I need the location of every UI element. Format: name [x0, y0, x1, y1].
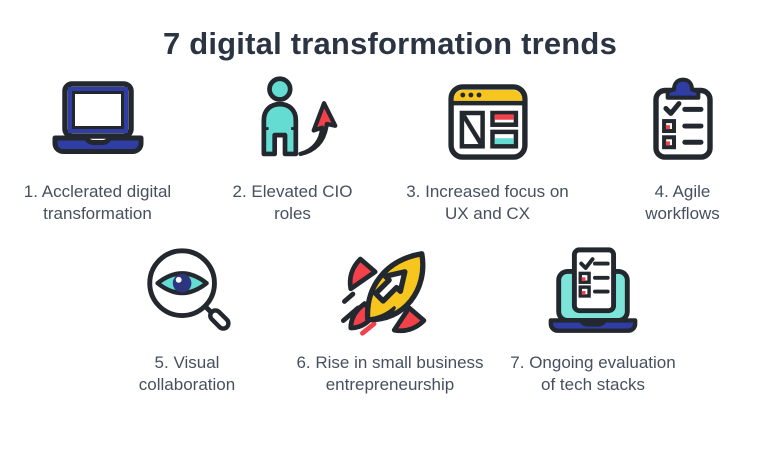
- trend-label-4: 4. Agile workflows: [645, 182, 720, 224]
- rocket-icon: [337, 243, 443, 343]
- trend-item-5: 5. Visual collaboration: [86, 243, 289, 396]
- trend-item-4: 4. Agile workflows: [585, 72, 780, 225]
- person-growth-arrow-icon: [246, 72, 340, 172]
- browser-wireframe-icon: [443, 72, 533, 172]
- trend-label-6: 6. Rise in small business entrepreneursh…: [296, 353, 484, 395]
- trends-row-bottom: 5. Visual collaboration 6. Rise in small…: [86, 243, 695, 396]
- trend-label-3: 3. Increased focus on UX and CX: [406, 182, 569, 224]
- trend-item-7: 7. Ongoing evaluation of tech stacks: [492, 243, 695, 396]
- clipboard-checklist-icon: [638, 72, 728, 172]
- trend-label-7: 7. Ongoing evaluation of tech stacks: [510, 353, 676, 395]
- trend-label-5: 5. Visual collaboration: [138, 353, 236, 395]
- trend-item-6: 6. Rise in small business entrepreneursh…: [289, 243, 492, 396]
- trend-item-2: 2. Elevated CIO roles: [195, 72, 390, 225]
- trends-row-top: 1. Acclerated digital transformation 2. …: [0, 72, 780, 225]
- laptop-icon: [48, 72, 148, 172]
- laptop-checklist-icon: [544, 243, 642, 343]
- magnifier-eye-icon: [138, 243, 236, 343]
- trend-item-1: 1. Acclerated digital transformation: [0, 72, 195, 225]
- trend-item-3: 3. Increased focus on UX and CX: [390, 72, 585, 225]
- trend-label-2: 2. Elevated CIO roles: [232, 182, 353, 224]
- trend-label-1: 1. Acclerated digital transformation: [23, 182, 172, 224]
- page-title: 7 digital transformation trends: [162, 26, 618, 61]
